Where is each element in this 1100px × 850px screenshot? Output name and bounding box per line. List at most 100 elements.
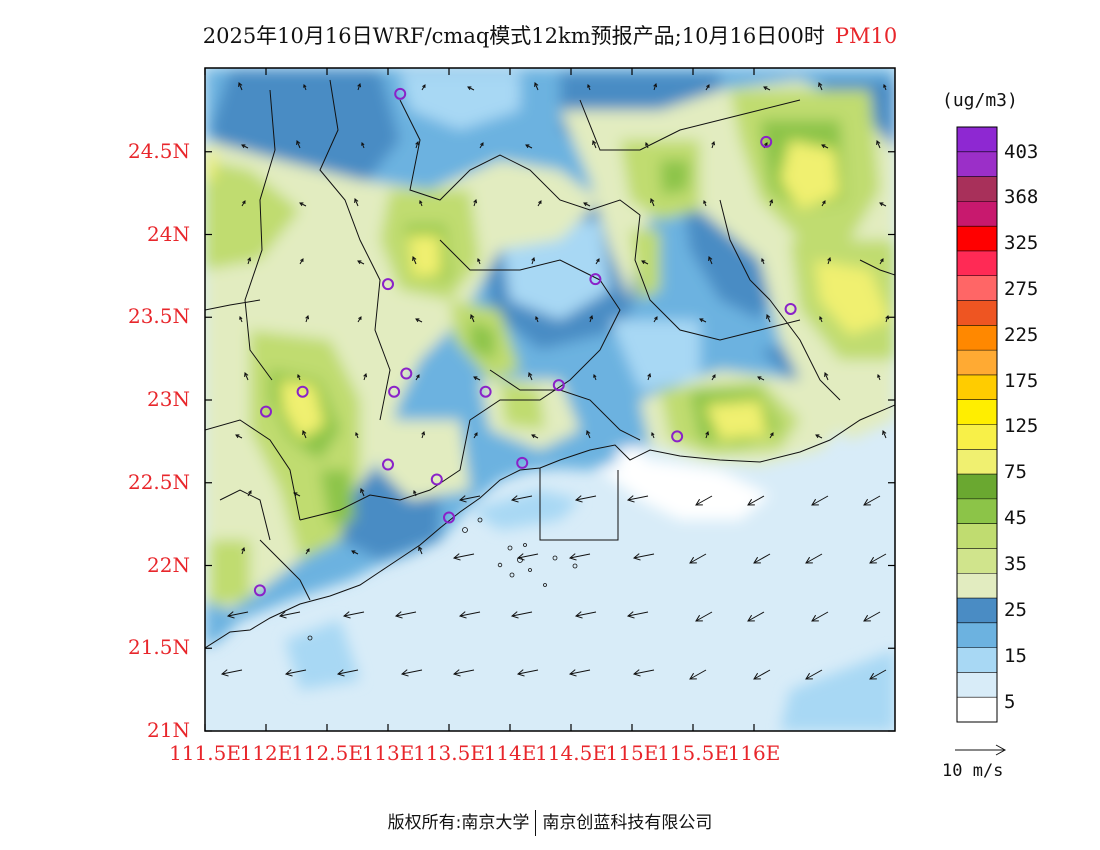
pollutant-name: PM10: [834, 24, 898, 48]
wind-arrow: [247, 257, 252, 265]
wind-arrow: [336, 669, 359, 677]
wind-arrow: [510, 611, 533, 619]
wind-arrow: [711, 374, 716, 381]
station-marker: [784, 302, 797, 315]
lon-label: 114E: [483, 741, 537, 765]
wind-arrow: [689, 553, 707, 564]
colorbar-label: 25: [1004, 599, 1027, 621]
wind-arrow: [589, 315, 594, 323]
station-marker: [260, 405, 272, 418]
wind-arrow: [753, 669, 771, 680]
wind-arrow: [470, 314, 475, 323]
wind-arrow: [467, 86, 475, 91]
wind-arrow: [357, 316, 362, 323]
colorbar-label: 15: [1004, 645, 1027, 667]
colorbar-segment: [957, 598, 997, 624]
station-marker: [382, 458, 394, 471]
station-marker: [430, 473, 443, 486]
wind-arrow: [869, 669, 887, 680]
wind-arrow: [342, 611, 365, 619]
wind-arrow: [394, 611, 417, 619]
lat-label: 22.5N: [127, 469, 190, 494]
colorbar-segment: [957, 325, 997, 351]
colorbar-segment: [957, 399, 997, 425]
wind-arrow: [653, 83, 658, 91]
wind-arrow: [705, 84, 710, 91]
wind-arrow: [303, 84, 307, 91]
wind-arrow: [473, 199, 478, 207]
axis-ticks: [204, 68, 895, 732]
wind-arrow: [695, 495, 713, 506]
colorbar-label: 275: [1004, 278, 1039, 300]
wind-arrow: [586, 430, 591, 439]
wind-arrow: [415, 318, 423, 323]
wind-scale-arrow: [955, 744, 1007, 756]
station-marker: [400, 367, 413, 380]
wind-arrow: [632, 553, 655, 561]
wind-arrow: [421, 431, 426, 439]
colorbar-segment: [957, 523, 997, 549]
wind-arrow: [305, 315, 310, 323]
wind-arrow: [626, 495, 649, 503]
wind-arrow: [535, 316, 539, 323]
colorbar-segment: [957, 449, 997, 475]
wind-arrow: [703, 200, 707, 207]
wind-arrow: [821, 144, 829, 149]
wind-arrow: [647, 373, 652, 381]
colorbar-label: 225: [1004, 324, 1039, 346]
station-marker: [516, 456, 529, 469]
lat-label: 23N: [147, 387, 190, 411]
wind-arrow: [595, 258, 600, 265]
colorbar-segment: [957, 275, 997, 302]
wind-arrow: [641, 260, 649, 265]
lon-label: 115E: [605, 741, 659, 765]
wind-arrow: [626, 611, 649, 619]
colorbar-label: 45: [1004, 507, 1027, 529]
wind-arrow: [458, 611, 481, 619]
wind-arrow: [226, 611, 249, 619]
boundaries: [205, 79, 895, 649]
lon-label: 112E: [239, 741, 293, 765]
wind-arrow: [510, 495, 533, 503]
wind-arrow: [877, 374, 881, 381]
wind-arrow: [805, 669, 823, 680]
wind-arrow: [769, 432, 774, 439]
station-marker: [760, 135, 773, 148]
wind-arrow: [747, 611, 765, 622]
colorbar-segment: [957, 176, 997, 202]
colorbar-segment: [957, 300, 997, 326]
wind-arrow: [568, 553, 591, 561]
wind-arrow: [592, 140, 597, 149]
colorbar-segment: [957, 374, 997, 401]
wind-arrow: [357, 260, 365, 265]
wind-arrow: [360, 488, 365, 497]
colorbar-segment: [957, 498, 997, 525]
wind-arrow: [479, 142, 484, 149]
wind-arrow: [473, 432, 478, 439]
colorbar-label: 368: [1004, 186, 1039, 208]
wind-arrow: [869, 553, 887, 564]
wind-arrow: [632, 669, 655, 677]
wind-arrow: [863, 611, 881, 622]
colorbar-segment: [957, 127, 997, 153]
wind-arrow: [415, 374, 420, 381]
wind-arrow: [220, 669, 243, 677]
wind-arrow: [769, 199, 774, 207]
colorbar-label: 175: [1004, 370, 1039, 392]
wind-arrow: [821, 200, 826, 207]
colorbar-segment: [957, 622, 997, 649]
wind-arrow: [531, 434, 539, 439]
colorbar-segment: [957, 250, 997, 277]
wind-arrow: [361, 142, 365, 149]
colorbar-segment: [957, 151, 997, 178]
colorbar-segment: [957, 573, 997, 599]
wind-arrow: [241, 200, 246, 207]
wind-arrow: [885, 315, 890, 323]
wind-arrow: [818, 82, 823, 91]
wind-arrow: [824, 372, 829, 381]
wind-arrow: [419, 200, 423, 207]
wind-arrow: [827, 257, 832, 265]
footer-separator: [535, 810, 537, 836]
colorbar-segment: [957, 474, 997, 500]
